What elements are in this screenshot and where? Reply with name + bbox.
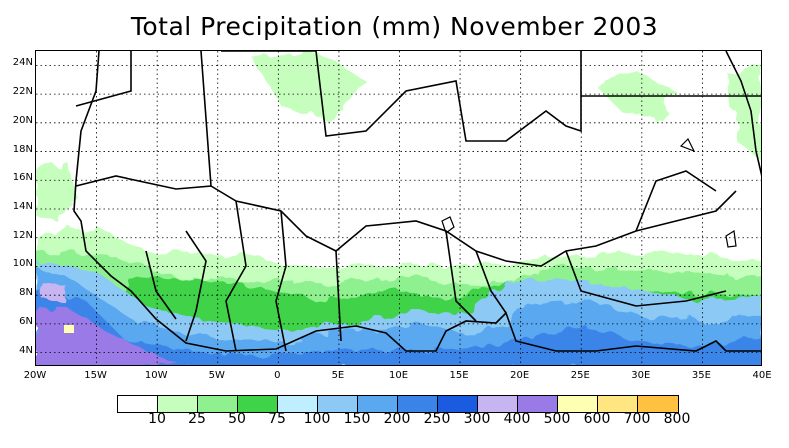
precip-field-purple	[36, 281, 176, 365]
lat-tick-label: 12N	[12, 229, 33, 241]
legend-label: 50	[228, 411, 246, 427]
lon-tick-label: 5W	[208, 370, 225, 381]
lon-tick-label: 20W	[23, 370, 47, 381]
legend-swatch	[598, 396, 638, 412]
lat-tick-label: 4N	[19, 344, 33, 356]
legend-label: 500	[543, 411, 571, 427]
legend-swatch	[438, 396, 478, 412]
legend-label: 600	[583, 411, 611, 427]
legend-swatch	[238, 396, 278, 412]
legend-swatch	[398, 396, 438, 412]
legend-label: 150	[343, 411, 371, 427]
legend-swatch	[158, 396, 198, 412]
legend-swatch	[198, 396, 238, 412]
lat-tick-label: 18N	[12, 143, 33, 155]
lat-tick-label: 14N	[12, 201, 33, 212]
precip-field-yellow-spot	[64, 325, 74, 333]
precip-field-dark-blue	[36, 291, 761, 365]
legend-label: 100	[303, 411, 331, 427]
legend-swatch	[518, 396, 558, 412]
lon-tick-label: 10E	[388, 370, 409, 381]
lon-tick-label: 0	[274, 370, 281, 381]
lon-tick-label: 30E	[631, 370, 651, 381]
lake-outlines	[441, 137, 737, 248]
legend-label: 400	[503, 411, 531, 427]
lat-tick-label: 24N	[12, 57, 33, 69]
legend-swatch	[638, 396, 678, 412]
lon-tick-label: 5E	[331, 370, 345, 381]
legend-label: 75	[268, 411, 286, 427]
graticule	[36, 51, 761, 365]
lon-tick-label: 15W	[84, 370, 107, 381]
legend-label: 800	[663, 411, 691, 427]
legend-swatch	[118, 396, 158, 412]
lon-tick-label: 20E	[510, 370, 530, 381]
legend-label: 200	[383, 411, 411, 427]
map-canvas	[36, 51, 761, 365]
legend-swatch	[278, 396, 318, 412]
legend-label: 300	[463, 411, 491, 427]
legend-label: 250	[423, 411, 451, 427]
lat-tick-label: 6N	[19, 315, 33, 327]
lat-tick-label: 8N	[19, 287, 33, 299]
lat-tick-label: 20N	[12, 114, 33, 126]
coastline-and-borders	[73, 51, 761, 352]
lat-tick-label: 10N	[12, 258, 33, 270]
legend-label: 10	[148, 411, 166, 427]
map-title: Total Precipitation (mm) November 2003	[130, 12, 659, 41]
lat-tick-label: 16N	[12, 172, 33, 184]
lat-tick-label: 22N	[12, 86, 33, 98]
lon-tick-label: 15E	[449, 370, 469, 381]
legend-swatch	[358, 396, 398, 412]
lon-tick-label: 35E	[691, 370, 711, 381]
legend-swatch	[318, 396, 358, 412]
lon-tick-label: 40E	[752, 370, 772, 381]
legend-swatch	[558, 396, 598, 412]
legend-label: 25	[188, 411, 206, 427]
legend-swatch	[478, 396, 518, 412]
lon-tick-label: 10W	[144, 370, 168, 381]
legend-label: 700	[623, 411, 651, 427]
color-legend-bar	[117, 395, 679, 413]
lon-tick-label: 25E	[570, 370, 590, 381]
precipitation-map	[35, 50, 762, 366]
